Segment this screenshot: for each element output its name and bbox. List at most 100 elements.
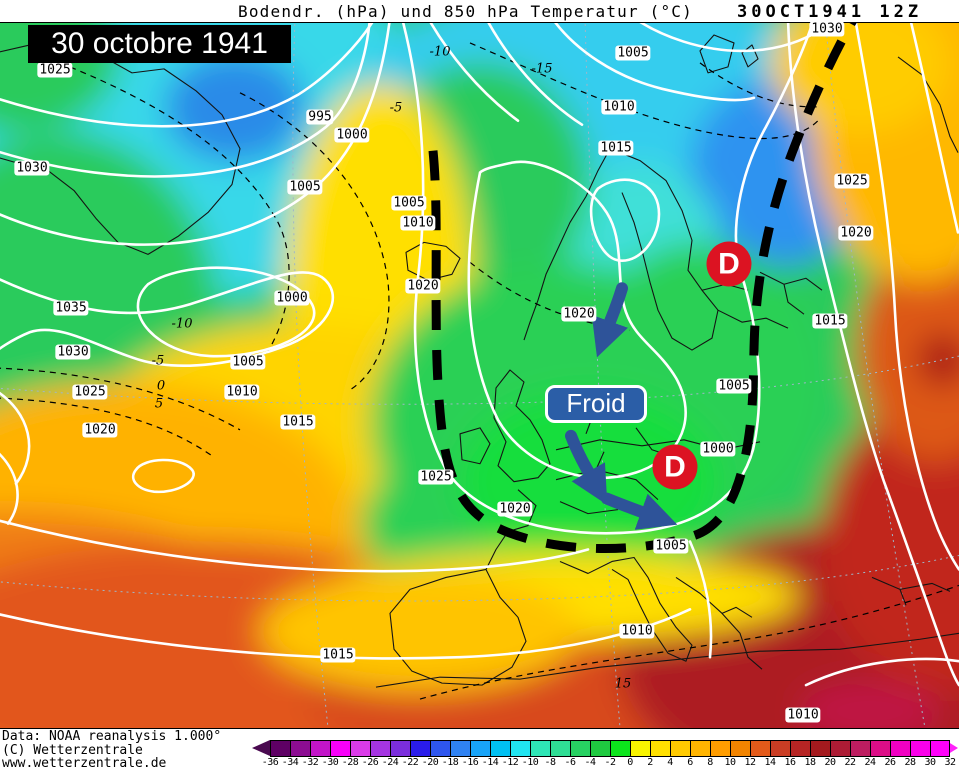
colorbar-tick-label: -8	[544, 757, 556, 768]
colorbar-tick-label: 32	[944, 757, 956, 768]
colorbar-segment	[710, 740, 730, 757]
low-pressure-marker: D	[706, 241, 752, 287]
isobar-label: 1000	[274, 290, 310, 306]
cold-air-outline	[428, 23, 857, 553]
colorbar-segment	[850, 740, 870, 757]
isobar-label: 1005	[716, 378, 752, 394]
colorbar-segment	[390, 740, 410, 757]
isobar-label: 1035	[53, 300, 89, 316]
colorbar-tick-label: -26	[361, 757, 379, 768]
isobar-label: 1030	[14, 160, 50, 176]
colorbar-segment	[690, 740, 710, 757]
temperature-contour-label: 0	[156, 378, 166, 394]
cold-arrow-icon	[591, 282, 628, 358]
isobar-label: 1025	[37, 62, 73, 78]
temperature-contours	[0, 42, 959, 700]
colorbar-tick-label: -14	[481, 757, 499, 768]
temperature-contour-label: -5	[389, 100, 403, 116]
footer-bar: Data: NOAA reanalysis 1.000° (C) Wetterz…	[0, 730, 959, 770]
cold-arrow-icon	[565, 429, 608, 505]
colorbar-segment	[750, 740, 770, 757]
isobar-label: 1025	[72, 384, 108, 400]
isobar-label: 1020	[82, 422, 118, 438]
isobar-label: 995	[306, 109, 334, 125]
temperature-contour-label: 5	[154, 396, 164, 412]
isobars	[0, 23, 959, 687]
temperature-field	[0, 23, 959, 728]
colorbar-segment	[410, 740, 430, 757]
colorbar-tick-label: 6	[687, 757, 693, 768]
isobar-label: 1015	[320, 647, 356, 663]
temperature-contour-label: -10	[429, 44, 451, 60]
colorbar-segment	[870, 740, 890, 757]
colorbar-tick-label: -4	[584, 757, 596, 768]
colorbar-tick-label: 26	[884, 757, 896, 768]
low-pressure-marker: D	[652, 444, 698, 490]
isobar-label: 1010	[619, 623, 655, 639]
temperature-contour-label: -5	[151, 353, 165, 369]
isobar-label: 1000	[700, 441, 736, 457]
colorbar-tick-label: 30	[924, 757, 936, 768]
colorbar-segment	[550, 740, 570, 757]
isobar-label: 1020	[497, 501, 533, 517]
colorbar-segment	[570, 740, 590, 757]
colorbar-segment	[730, 740, 750, 757]
isobar-label: 1005	[615, 45, 651, 61]
colorbar-tick-label: -18	[441, 757, 459, 768]
colorbar-tick-label: 10	[724, 757, 736, 768]
colorbar-tick-label: -6	[564, 757, 576, 768]
colorbar-segment	[790, 740, 810, 757]
isobar-label: 1015	[812, 313, 848, 329]
isobar-label: 1020	[838, 225, 874, 241]
colorbar-segment	[670, 740, 690, 757]
colorbar-segment	[270, 740, 290, 757]
colorbar-tick-label: -2	[604, 757, 616, 768]
isobar-label: 1005	[230, 354, 266, 370]
isobar-label: 1010	[601, 99, 637, 115]
colorbar-segment	[530, 740, 550, 757]
colorbar-tick-label: 16	[784, 757, 796, 768]
isobar-label: 1015	[598, 140, 634, 156]
colorbar-tick-label: -22	[401, 757, 419, 768]
colorbar-segment	[290, 740, 310, 757]
map-canvas	[0, 22, 959, 729]
isobar-label: 1005	[391, 195, 427, 211]
colorbar-segment	[430, 740, 450, 757]
isobar-label: 1005	[653, 538, 689, 554]
isobar-label: 1030	[809, 21, 845, 37]
colorbar-segment	[370, 740, 390, 757]
temperature-shading	[0, 23, 959, 728]
graticule-lines	[0, 23, 959, 728]
colorbar-segment	[510, 740, 530, 757]
colorbar-segment	[590, 740, 610, 757]
colorbar-tick-label: 24	[864, 757, 876, 768]
colorbar-segment	[830, 740, 850, 757]
colorbar-segment	[330, 740, 350, 757]
colorbar-left-arrow-icon	[252, 740, 270, 756]
colorbar-segment	[890, 740, 910, 757]
temperature-contour-label: -10	[171, 316, 193, 332]
colorbar-tick-label: -36	[261, 757, 279, 768]
colorbar-tick-label: 20	[824, 757, 836, 768]
colorbar-segment	[470, 740, 490, 757]
isobar-label: 1010	[400, 215, 436, 231]
colorbar-segment	[930, 740, 950, 757]
colorbar-tick-label: 12	[744, 757, 756, 768]
colorbar-tick-label: 22	[844, 757, 856, 768]
colorbar-tick-label: -30	[321, 757, 339, 768]
cold-annotation: Froid	[545, 385, 647, 423]
colorbar-segment	[770, 740, 790, 757]
colorbar-tick-label: -12	[501, 757, 519, 768]
colorbar-segment	[490, 740, 510, 757]
isobar-label: 1015	[280, 414, 316, 430]
colorbar-segment	[450, 740, 470, 757]
colorbar-segment	[910, 740, 930, 757]
colorbar-tick-label: 8	[707, 757, 713, 768]
temperature-contour-label: -15	[531, 61, 553, 77]
colorbar-tick-label: -34	[281, 757, 299, 768]
header-bar: Bodendr. (hPa) und 850 hPa Temperatur (°…	[0, 0, 959, 22]
isobar-label: 1020	[561, 306, 597, 322]
colorbar-segment	[630, 740, 650, 757]
isobar-label: 1030	[55, 344, 91, 360]
